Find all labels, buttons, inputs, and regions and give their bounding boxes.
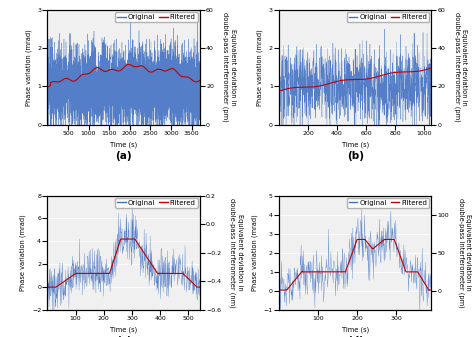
Y-axis label: Equivalent deviation in
double-pass interferometer (pm): Equivalent deviation in double-pass inte… bbox=[222, 12, 236, 122]
Text: (b): (b) bbox=[346, 151, 364, 161]
Y-axis label: Equivalent deviation in
double-pass interferometer (pm): Equivalent deviation in double-pass inte… bbox=[454, 12, 467, 122]
X-axis label: Time (s): Time (s) bbox=[110, 327, 137, 333]
Y-axis label: Phase variation (mrad): Phase variation (mrad) bbox=[20, 214, 27, 291]
Y-axis label: Equivalent deviation in
double-pass interferometer (pm): Equivalent deviation in double-pass inte… bbox=[457, 198, 471, 308]
Text: (a): (a) bbox=[115, 151, 132, 161]
Y-axis label: Equivalent deviation in
double-pass interferometer (nm): Equivalent deviation in double-pass inte… bbox=[229, 198, 243, 308]
X-axis label: Time (s): Time (s) bbox=[342, 142, 369, 148]
Legend: Original, Filtered: Original, Filtered bbox=[115, 197, 198, 208]
Legend: Original, Filtered: Original, Filtered bbox=[347, 197, 429, 208]
Text: (c): (c) bbox=[116, 336, 131, 337]
Text: (d): (d) bbox=[346, 336, 364, 337]
X-axis label: Time (s): Time (s) bbox=[110, 142, 137, 148]
Legend: Original, Filtered: Original, Filtered bbox=[347, 12, 429, 22]
X-axis label: Time (s): Time (s) bbox=[342, 327, 369, 333]
Y-axis label: Phase variation (mrad): Phase variation (mrad) bbox=[257, 29, 263, 106]
Legend: Original, Filtered: Original, Filtered bbox=[115, 12, 198, 22]
Y-axis label: Phase variation (mrad): Phase variation (mrad) bbox=[252, 214, 258, 291]
Y-axis label: Phase variation (mrad): Phase variation (mrad) bbox=[25, 29, 32, 106]
